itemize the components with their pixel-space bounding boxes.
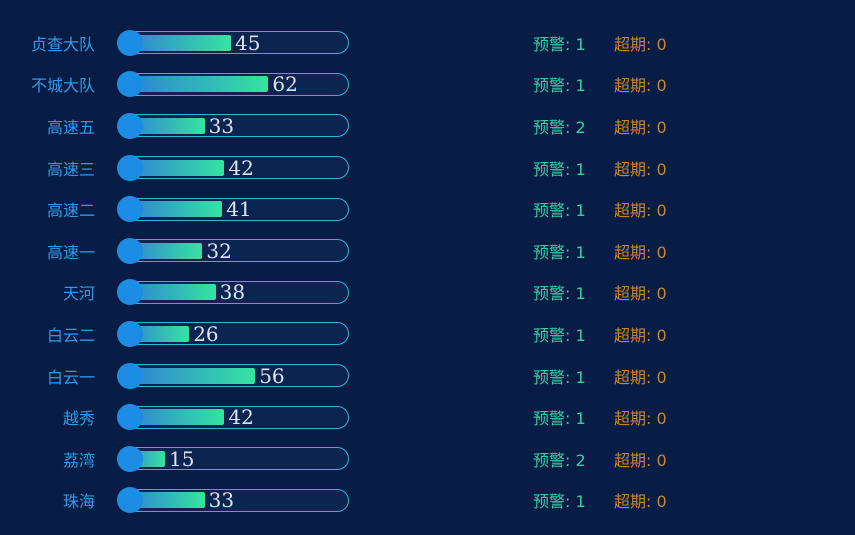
bar-dot-icon [117, 445, 143, 472]
bar-dot-icon [117, 112, 143, 139]
brigade-label: 白云二 [46, 325, 95, 345]
bar-fill [122, 284, 216, 301]
bar-track: 42 [117, 404, 349, 431]
warning-count: 预警: 1 [533, 242, 586, 262]
bar-fill [122, 201, 223, 218]
bar-track: 56 [117, 362, 349, 389]
bar-fill [122, 34, 231, 51]
warning-count: 预警: 1 [533, 284, 586, 304]
brigade-label: 高速一 [46, 242, 95, 262]
warning-count: 预警: 1 [533, 409, 586, 429]
bar-value: 41 [226, 197, 252, 222]
brigade-row: 高速二 41 预警: 1 超期: 0 [0, 188, 855, 230]
bar-value: 42 [228, 405, 254, 430]
overdue-count: 超期: 0 [614, 117, 667, 137]
overdue-count: 超期: 0 [614, 492, 667, 512]
brigade-row: 高速五 33 预警: 2 超期: 0 [0, 105, 855, 147]
warning-count: 预警: 2 [533, 117, 586, 137]
bar-dot-icon [117, 71, 143, 98]
brigade-row: 贞查大队 45 预警: 1 超期: 0 [0, 22, 855, 64]
brigade-label: 高速二 [46, 201, 95, 221]
warning-count: 预警: 1 [533, 76, 586, 96]
overdue-count: 超期: 0 [614, 325, 667, 345]
bar-track: 45 [117, 29, 349, 56]
overdue-count: 超期: 0 [614, 450, 667, 470]
overdue-count: 超期: 0 [614, 242, 667, 262]
bar-track: 26 [117, 320, 349, 347]
bar-dot-icon [117, 29, 143, 56]
bar-track: 41 [117, 196, 349, 223]
brigade-row: 不城大队 62 预警: 1 超期: 0 [0, 64, 855, 106]
bar-value: 42 [228, 155, 254, 180]
bar-dot-icon [117, 279, 143, 306]
bar-dot-icon [117, 154, 143, 181]
warning-count: 预警: 1 [533, 325, 586, 345]
bar-value: 56 [259, 363, 285, 388]
warning-count: 预警: 1 [533, 201, 586, 221]
brigade-label: 高速三 [46, 159, 95, 179]
bar-value: 26 [193, 321, 219, 346]
overdue-count: 超期: 0 [614, 34, 667, 54]
bar-value: 33 [208, 488, 235, 513]
bar-value: 15 [169, 446, 195, 471]
brigade-label: 珠海 [62, 492, 95, 512]
bar-value: 33 [208, 113, 235, 138]
bar-track: 32 [117, 237, 349, 264]
brigade-row: 天河 38 预警: 1 超期: 0 [0, 272, 855, 314]
warning-count: 预警: 2 [533, 450, 586, 470]
brigade-row: 白云一 56 预警: 1 超期: 0 [0, 355, 855, 397]
brigade-label: 不城大队 [30, 76, 95, 96]
bar-fill [122, 409, 225, 426]
bar-value: 62 [272, 72, 298, 97]
bar-value: 38 [219, 280, 246, 305]
bar-track: 38 [117, 279, 349, 306]
bar-dot-icon [117, 196, 143, 223]
bar-track: 33 [117, 112, 349, 139]
brigade-row: 珠海 33 预警: 1 超期: 0 [0, 480, 855, 522]
brigade-label: 白云一 [46, 367, 95, 387]
brigade-row: 荔湾 15 预警: 2 超期: 0 [0, 438, 855, 480]
bar-value: 45 [235, 30, 261, 55]
bar-value: 32 [206, 238, 232, 263]
overdue-count: 超期: 0 [614, 409, 667, 429]
brigade-row: 高速三 42 预警: 1 超期: 0 [0, 147, 855, 189]
warning-count: 预警: 1 [533, 492, 586, 512]
bar-dot-icon [117, 404, 143, 431]
warning-count: 预警: 1 [533, 367, 586, 387]
bar-fill [122, 159, 225, 176]
overdue-count: 超期: 0 [614, 201, 667, 221]
warning-count: 预警: 1 [533, 34, 586, 54]
bar-track: 62 [117, 71, 349, 98]
brigade-label: 高速五 [46, 117, 95, 137]
brigade-rows: 贞查大队 45 预警: 1 超期: 0 不城大队 62 预警: 1 超期: 0 高速五 33 预警:… [0, 22, 855, 521]
bar-dot-icon [117, 320, 143, 347]
bar-track: 15 [117, 445, 349, 472]
bar-fill [122, 367, 256, 384]
brigade-row: 越秀 42 预警: 1 超期: 0 [0, 396, 855, 438]
bar-fill [122, 76, 269, 93]
brigade-label: 贞查大队 [30, 34, 95, 54]
brigade-row: 高速一 32 预警: 1 超期: 0 [0, 230, 855, 272]
brigade-label: 越秀 [62, 409, 95, 429]
overdue-count: 超期: 0 [614, 76, 667, 96]
bar-dot-icon [117, 237, 143, 264]
bar-dot-icon [117, 362, 143, 389]
bar-track: 42 [117, 154, 349, 181]
brigade-label: 荔湾 [62, 450, 95, 470]
bar-dot-icon [117, 487, 143, 514]
overdue-count: 超期: 0 [614, 284, 667, 304]
overdue-count: 超期: 0 [614, 159, 667, 179]
brigade-row: 白云二 26 预警: 1 超期: 0 [0, 313, 855, 355]
bar-track: 33 [117, 487, 349, 514]
brigade-label: 天河 [62, 284, 95, 304]
overdue-count: 超期: 0 [614, 367, 667, 387]
warning-count: 预警: 1 [533, 159, 586, 179]
